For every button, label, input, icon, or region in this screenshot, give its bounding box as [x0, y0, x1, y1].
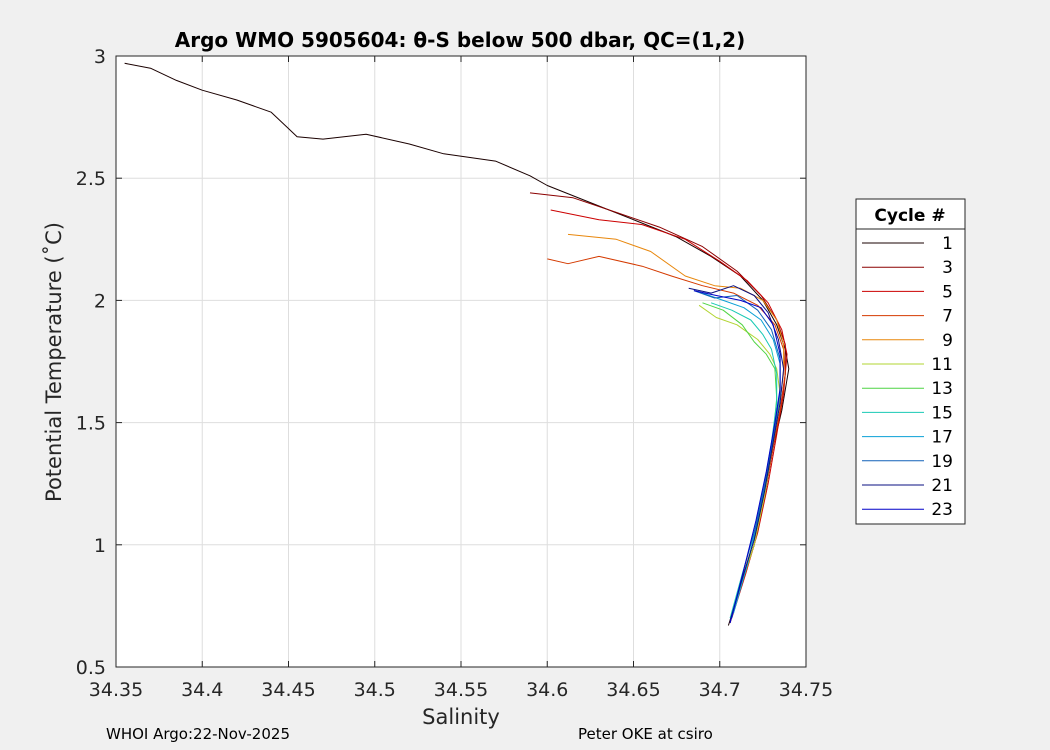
x-tick-label: 34.4	[181, 679, 223, 701]
y-tick-label: 1	[94, 535, 106, 557]
x-tick-label: 34.55	[434, 679, 488, 701]
legend-title: Cycle #	[874, 206, 945, 226]
series-layer	[124, 62, 790, 626]
y-axis-label: Potential Temperature (˚C)	[42, 222, 66, 502]
footer-left: WHOI Argo:22-Nov-2025	[106, 725, 290, 743]
grid	[116, 56, 806, 667]
legend-label-cycle-3: 3	[942, 258, 953, 278]
x-tick-label: 34.5	[354, 679, 396, 701]
legend-label-cycle-19: 19	[931, 452, 953, 472]
x-tick-label: 34.65	[606, 679, 660, 701]
legend-label-cycle-13: 13	[931, 379, 953, 399]
legend-label-cycle-11: 11	[931, 355, 953, 375]
legend-label-cycle-7: 7	[942, 307, 953, 327]
x-tick-label: 34.45	[261, 679, 315, 701]
x-axis-label: Salinity	[422, 705, 500, 729]
y-tick-label: 2.5	[76, 168, 106, 190]
legend-label-cycle-23: 23	[931, 500, 953, 520]
x-tick-label: 34.7	[699, 679, 741, 701]
legend-label-cycle-15: 15	[931, 403, 953, 423]
x-tick-label: 34.6	[526, 679, 568, 701]
y-tick-label: 0.5	[76, 657, 106, 679]
legend-label-cycle-21: 21	[931, 476, 953, 496]
x-tick-label: 34.35	[89, 679, 143, 701]
legend-label-cycle-5: 5	[942, 282, 953, 302]
axis-ticks: 34.35 34.4 34.45 34.5 34.55 34.6 34.65 34.7 34.7…	[76, 46, 833, 701]
chart-title: Argo WMO 5905604: θ-S below 500 dbar, QC…	[175, 28, 745, 52]
series-line-cycle-23	[693, 290, 781, 624]
x-tick-label: 34.75	[779, 679, 833, 701]
legend-label-cycle-9: 9	[942, 331, 953, 351]
series-line-cycle-21	[688, 285, 785, 621]
legend-label-cycle-17: 17	[931, 428, 953, 448]
footer-right: Peter OKE at csiro	[578, 725, 713, 743]
legend-label-cycle-1: 1	[942, 234, 953, 254]
y-tick-label: 3	[94, 46, 106, 68]
y-tick-label: 1.5	[76, 413, 106, 435]
legend-box	[855, 198, 966, 525]
series-line-cycle-5	[550, 209, 788, 619]
y-tick-label: 2	[94, 290, 106, 312]
